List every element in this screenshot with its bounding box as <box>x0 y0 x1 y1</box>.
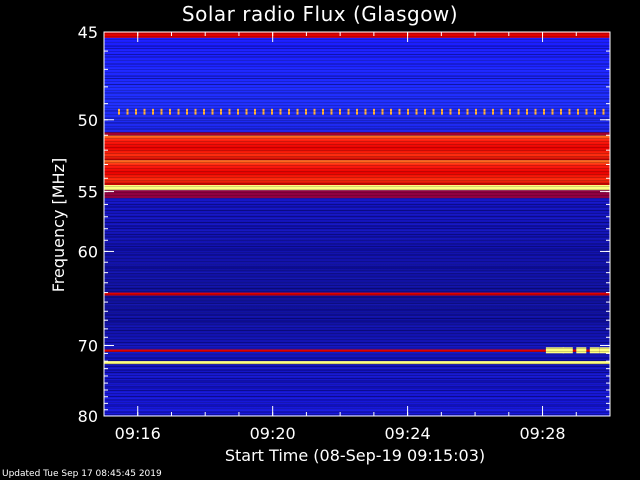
chart-title: Solar radio Flux (Glasgow) <box>181 2 459 26</box>
plot-frame <box>103 31 611 417</box>
updated-timestamp: Updated Tue Sep 17 08:45:45 2019 <box>2 469 162 479</box>
x-axis-label: Start Time (08-Sep-19 09:15:03) <box>225 446 485 465</box>
y-tick-label: 45 <box>78 23 98 42</box>
y-tick-label: 80 <box>78 407 98 426</box>
x-tick-label: 09:20 <box>250 424 296 443</box>
y-tick-label: 60 <box>78 242 98 261</box>
scanline-overlay <box>104 32 610 416</box>
x-tick-label: 09:16 <box>115 424 161 443</box>
y-tick-label: 70 <box>78 336 98 355</box>
x-tick-label: 09:28 <box>519 424 565 443</box>
y-axis-label: Frequency [MHz] <box>49 158 68 292</box>
axes-layer: 09:16 09:20 09:24 09:28 45 50 55 60 70 80 <box>78 23 611 443</box>
y-tick-label: 55 <box>78 183 98 202</box>
bands-layer <box>104 32 610 416</box>
x-tick-label: 09:24 <box>385 424 431 443</box>
y-tick-label: 50 <box>78 111 98 130</box>
